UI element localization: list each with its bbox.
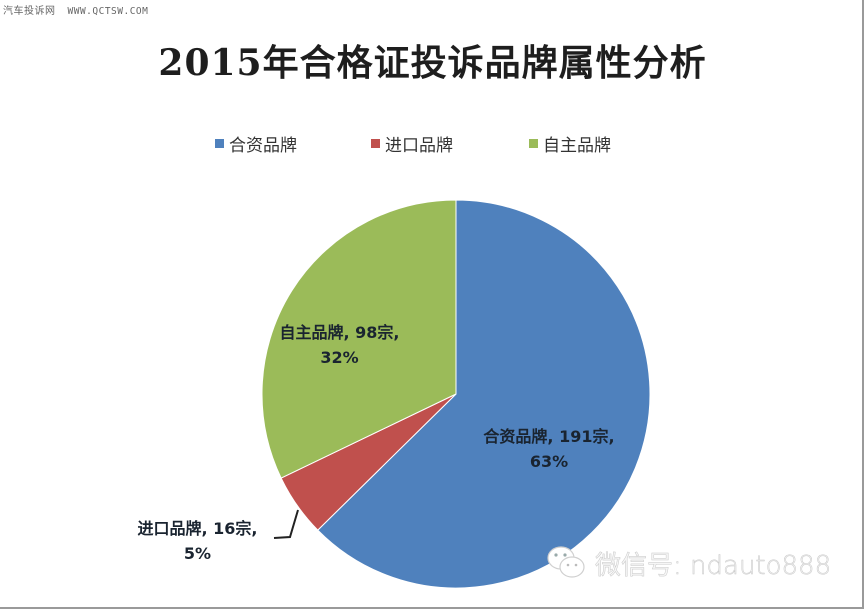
data-label-imported: 进口品牌, 16宗, 5% bbox=[120, 516, 275, 566]
data-label-line2: 32% bbox=[320, 348, 359, 367]
data-label-line1: 自主品牌, 98宗, bbox=[279, 323, 400, 342]
legend-item-joint-venture: 合资品牌 bbox=[215, 131, 371, 156]
site-name: 汽车投诉网 bbox=[3, 6, 56, 17]
site-url: WWW.QCTSW.COM bbox=[67, 6, 149, 17]
legend-label: 合资品牌 bbox=[229, 136, 297, 156]
chart-title: 2015年合格证投诉品牌属性分析 bbox=[158, 42, 707, 84]
data-label-joint-venture: 合资品牌, 191宗, 63% bbox=[464, 424, 634, 474]
legend-swatch-green bbox=[529, 139, 538, 148]
pie-slice-joint-venture bbox=[317, 199, 651, 589]
source-watermark: 汽车投诉网 WWW.QCTSW.COM bbox=[3, 2, 148, 17]
legend-item-imported: 进口品牌 bbox=[371, 131, 529, 156]
legend-label: 进口品牌 bbox=[385, 136, 453, 156]
legend-swatch-blue bbox=[215, 139, 224, 148]
data-label-domestic: 自主品牌, 98宗, 32% bbox=[262, 320, 417, 370]
wechat-id: 微信号: ndauto888 bbox=[595, 550, 832, 581]
data-label-line1: 进口品牌, 16宗, bbox=[137, 519, 258, 538]
wechat-watermark: 微信号: ndauto888 bbox=[545, 543, 831, 583]
legend-label: 自主品牌 bbox=[543, 136, 611, 156]
leader-line bbox=[273, 509, 299, 539]
data-label-line2: 63% bbox=[529, 452, 569, 471]
wechat-icon bbox=[547, 546, 585, 578]
legend-swatch-red bbox=[371, 139, 380, 148]
chart-legend: 合资品牌 进口品牌 自主品牌 bbox=[215, 131, 611, 156]
data-label-line1: 合资品牌, 191宗, bbox=[483, 427, 615, 446]
pie-slice-domestic bbox=[261, 199, 457, 479]
data-label-line2: 5% bbox=[183, 544, 212, 563]
legend-item-domestic: 自主品牌 bbox=[529, 131, 611, 156]
